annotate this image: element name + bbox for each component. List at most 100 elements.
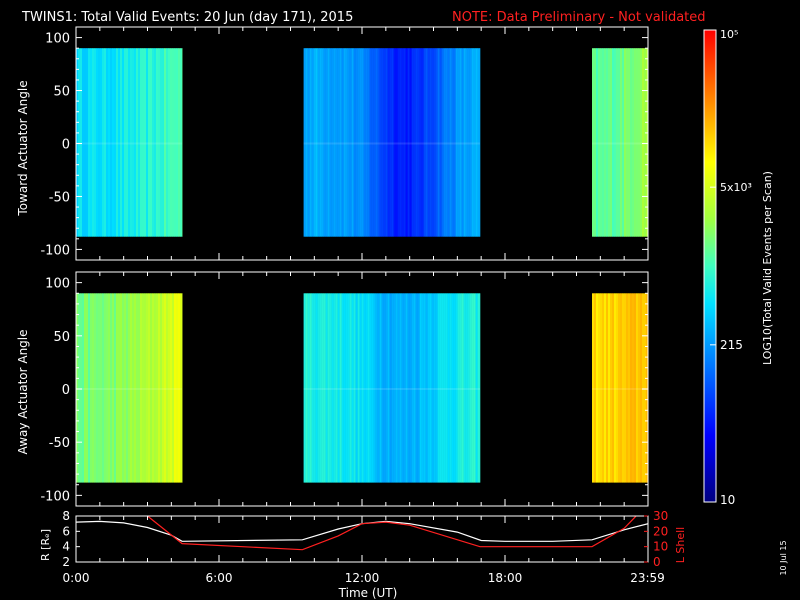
away-heatmap-cell <box>170 293 173 483</box>
away-heatmap-cell <box>325 293 328 483</box>
toward-heatmap-cell <box>421 48 424 237</box>
colorbar-fill <box>704 30 716 502</box>
away-heatmap-cell <box>76 293 79 483</box>
away-heatmap-cell <box>349 293 352 483</box>
toward-heatmap-cell <box>116 48 119 237</box>
away-heatmap-cell <box>90 293 93 483</box>
toward-ytick-label: 0 <box>62 138 70 153</box>
away-heatmap-cell <box>429 293 432 483</box>
toward-heatmap-cell <box>90 48 93 237</box>
away-heatmap-cell <box>180 293 183 483</box>
toward-heatmap-cell <box>413 48 416 237</box>
away-heatmap-cell <box>134 293 137 483</box>
toward-heatmap-cell <box>315 48 318 237</box>
toward-ytick-label: -50 <box>49 190 70 205</box>
toward-heatmap-cell <box>373 48 376 237</box>
toward-heatmap-cell <box>475 48 478 237</box>
away-heatmap-cell <box>78 293 81 483</box>
toward-heatmap-cell <box>465 48 468 237</box>
away-heatmap-cell <box>106 293 109 483</box>
toward-heatmap-cell <box>82 48 85 237</box>
toward-ylabel: Toward Actuator Angle <box>16 80 30 216</box>
toward-heatmap-cell <box>640 48 643 237</box>
toward-heatmap-cell <box>626 48 629 237</box>
r-ylabel: R [Rₑ] <box>39 529 52 561</box>
toward-heatmap-cell <box>313 48 316 237</box>
away-heatmap-cell <box>467 293 470 483</box>
toward-heatmap-cell <box>140 48 143 237</box>
away-heatmap-cell <box>401 293 404 483</box>
toward-heatmap-cell <box>325 48 328 237</box>
away-heatmap-cell <box>477 293 480 483</box>
away-heatmap-cell <box>132 293 135 483</box>
toward-heatmap-cell <box>598 48 601 237</box>
away-heatmap-cell <box>124 293 127 483</box>
away-heatmap-cell <box>608 293 611 483</box>
x-axis-title: Time (UT) <box>338 586 398 600</box>
away-heatmap-cell <box>176 293 179 483</box>
toward-heatmap-cell <box>435 48 438 237</box>
toward-heatmap-cell <box>86 48 89 237</box>
away-heatmap-cell <box>339 293 342 483</box>
away-heatmap-cell <box>399 293 402 483</box>
toward-heatmap-cell <box>634 48 637 237</box>
away-ytick-label: -50 <box>49 436 70 451</box>
toward-heatmap-cell <box>329 48 332 237</box>
away-heatmap-cell <box>315 293 318 483</box>
lshell-ylabel: L Shell <box>674 527 687 563</box>
toward-heatmap-cell <box>437 48 440 237</box>
toward-heatmap-cell <box>96 48 99 237</box>
toward-heatmap-cell <box>419 48 422 237</box>
toward-heatmap-cell <box>405 48 408 237</box>
away-heatmap-cell <box>610 293 613 483</box>
toward-heatmap-cell <box>174 48 177 237</box>
away-heatmap-cell <box>433 293 436 483</box>
away-heatmap-cell <box>319 293 322 483</box>
toward-heatmap-cell <box>305 48 308 237</box>
away-heatmap-cell <box>323 293 326 483</box>
away-heatmap-cell <box>174 293 177 483</box>
away-data-segment <box>592 293 649 483</box>
toward-heatmap-cell <box>100 48 103 237</box>
away-heatmap-cell <box>630 293 633 483</box>
toward-heatmap-cell <box>642 48 645 237</box>
toward-heatmap-cell <box>146 48 149 237</box>
away-heatmap-cell <box>100 293 103 483</box>
toward-ytick-label: -100 <box>40 243 70 258</box>
away-heatmap-cell <box>343 293 346 483</box>
away-heatmap-cell <box>333 293 336 483</box>
away-heatmap-cell <box>327 293 330 483</box>
toward-heatmap-cell <box>479 48 481 237</box>
toward-heatmap-cell <box>136 48 139 237</box>
away-heatmap-cell <box>369 293 372 483</box>
time-tick-label: 6:00 <box>206 571 233 585</box>
toward-zero-angle-band <box>592 142 648 145</box>
toward-heatmap-cell <box>144 48 147 237</box>
away-heatmap-cell <box>592 293 595 483</box>
toward-heatmap-cell <box>349 48 352 237</box>
away-heatmap-cell <box>463 293 466 483</box>
away-heatmap-cell <box>642 293 645 483</box>
toward-heatmap-cell <box>114 48 117 237</box>
toward-heatmap-cell <box>600 48 603 237</box>
away-zero-angle-band <box>303 388 480 390</box>
toward-heatmap-cell <box>614 48 617 237</box>
away-heatmap-cell <box>94 293 97 483</box>
away-heatmap-cell <box>383 293 386 483</box>
toward-heatmap-cell <box>319 48 322 237</box>
away-heatmap-cell <box>397 293 400 483</box>
away-heatmap-cell <box>307 293 310 483</box>
away-heatmap-cell <box>473 293 476 483</box>
toward-heatmap-cell <box>120 48 123 237</box>
away-heatmap-cell <box>146 293 149 483</box>
away-heatmap-cell <box>160 293 163 483</box>
toward-heatmap-cell <box>608 48 611 237</box>
away-heatmap-cell <box>138 293 141 483</box>
away-heatmap-cell <box>110 293 113 483</box>
away-heatmap-cell <box>84 293 87 483</box>
toward-heatmap-cell <box>307 48 310 237</box>
toward-heatmap-cell <box>365 48 368 237</box>
toward-heatmap-cell <box>632 48 635 237</box>
toward-heatmap-cell <box>616 48 619 237</box>
colorbar-tick-label: 10 <box>720 493 735 507</box>
